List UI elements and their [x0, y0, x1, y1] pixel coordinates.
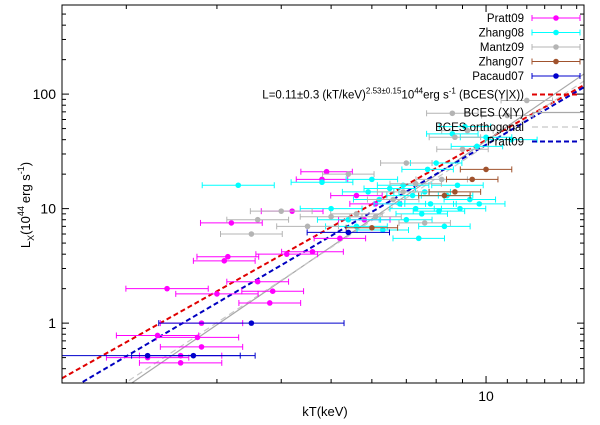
data-point	[433, 205, 487, 212]
legend-entry: Mantz09	[480, 42, 581, 54]
legend: Pratt09 Zhang08 Mantz09 Zhang07 Pacaud07 L=0.…	[262, 13, 581, 149]
data-point	[255, 251, 319, 258]
data-point	[363, 185, 416, 192]
data-point	[199, 219, 263, 226]
legend-label: Zhang07	[479, 57, 524, 69]
data-point	[441, 127, 494, 134]
data-point	[175, 290, 259, 297]
data-point	[220, 231, 283, 238]
data-point	[345, 176, 399, 183]
data-point	[201, 182, 275, 189]
data-point	[428, 188, 482, 195]
data-point	[431, 182, 484, 189]
y-tick-label: 100	[33, 86, 57, 102]
data-point	[438, 123, 492, 130]
data-point	[241, 288, 305, 295]
legend-label: Pacaud07	[472, 71, 524, 83]
legend-label: L=0.11±0.3 (kT/keV)2.53±0.151044erg s-1 …	[262, 87, 524, 102]
data-point	[196, 253, 260, 260]
data-point	[481, 112, 534, 119]
data-point	[345, 224, 399, 231]
legend-label: BCES orthogonal	[435, 122, 524, 134]
data-point	[131, 352, 256, 359]
data-point	[412, 208, 466, 215]
data-point	[158, 320, 345, 327]
data-point	[299, 205, 363, 212]
data-point	[436, 146, 489, 153]
legend-label: Pratt09	[487, 13, 524, 25]
data-point	[138, 359, 223, 366]
legend-label: Zhang08	[479, 28, 524, 40]
data-point	[290, 179, 354, 186]
x-axis-label: kT(keV)	[302, 404, 348, 419]
legend-entry: Pratt09	[487, 13, 581, 25]
data-point	[249, 208, 313, 215]
data-point	[418, 223, 471, 230]
y-tick-label: 10	[40, 201, 56, 217]
data-point	[306, 229, 390, 236]
legend-entry: BCES (X|Y)	[464, 108, 580, 120]
data-point	[330, 192, 383, 199]
data-point	[389, 205, 442, 212]
data-point	[459, 166, 513, 173]
legend-entry: Pratt09	[487, 137, 580, 149]
data-point	[281, 248, 344, 255]
data-point	[159, 343, 244, 350]
data-point	[226, 278, 290, 285]
data-point	[380, 216, 433, 223]
plot-frame	[61, 4, 585, 384]
legend-entry: Pacaud07	[472, 71, 581, 83]
legend-label: Pratt09	[487, 137, 524, 149]
data-point	[426, 110, 479, 117]
legend-entry: Zhang07	[479, 57, 581, 69]
data-point	[316, 216, 380, 223]
data-point	[276, 223, 339, 230]
legend-entry: L=0.11±0.3 (kT/keV)2.53±0.151044erg s-1 …	[262, 87, 580, 102]
data-point	[226, 216, 290, 223]
data-point	[380, 160, 433, 167]
data-point	[453, 200, 506, 207]
legend-label: Mantz09	[480, 42, 524, 54]
data-point	[418, 192, 471, 199]
legend-entry: BCES orthogonal	[435, 122, 580, 134]
data-point	[389, 180, 442, 187]
y-tick-label: 1	[48, 315, 56, 331]
data-point	[401, 166, 454, 173]
data-point	[322, 171, 375, 178]
data-point	[330, 210, 383, 217]
data-point	[192, 257, 256, 264]
data-point	[404, 200, 457, 207]
data-point	[450, 143, 504, 150]
data-point	[398, 219, 451, 226]
data-point	[428, 134, 482, 141]
data-point	[349, 213, 402, 220]
data-point	[238, 299, 302, 306]
data-point	[445, 176, 499, 183]
fit-line	[78, 86, 584, 383]
data-point	[313, 235, 367, 242]
data-point	[500, 97, 554, 104]
data-point	[392, 235, 445, 242]
data-point	[155, 334, 240, 341]
legend-label: BCES (X|Y)	[464, 108, 525, 120]
x-tick-label: 10	[478, 388, 494, 404]
data-point	[485, 136, 538, 143]
data-point	[125, 285, 209, 292]
y-axis-label: LX(1044erg s-1)	[16, 162, 36, 248]
legend-entry: Zhang08	[479, 28, 581, 40]
